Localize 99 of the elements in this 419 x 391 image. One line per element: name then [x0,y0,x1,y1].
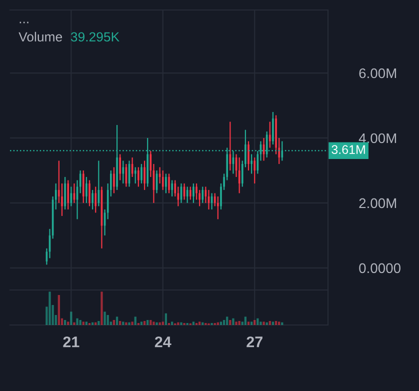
candlestick [165,173,167,194]
bar [54,315,57,325]
bar [152,322,155,325]
y-tick-label: 4.00M [358,133,396,144]
bar [48,292,51,325]
candlestick [168,173,170,194]
bar [76,318,78,325]
bar [110,322,112,325]
bar [112,320,116,325]
bar [82,322,84,325]
bar [268,321,271,325]
candlestick [229,121,232,172]
bar [106,315,109,325]
bar [46,306,48,325]
bar [156,322,158,325]
bar [143,321,146,325]
bar [229,320,232,325]
bar [116,316,118,325]
candlestick [248,140,250,172]
candlestick [140,163,142,184]
y-tick-label: 6.00M [359,68,396,78]
bar [70,312,72,325]
bar [260,322,262,325]
bar [278,322,280,325]
bar [222,320,226,325]
y-tick-label: 2.00M [359,198,396,208]
bar [128,322,130,325]
annotation: ... [20,22,28,24]
candlestick [272,111,274,146]
ref-line-label: 3.61M [332,145,365,154]
annotation: 39.295K [70,32,120,42]
y-tick-label: 0.0000 [359,263,400,274]
bar [272,322,274,325]
bar [256,318,259,325]
bar [247,322,250,325]
bar [85,322,88,325]
candlestick [134,166,136,184]
candlestick [162,170,164,191]
bar [125,322,128,325]
bar [262,322,265,325]
bar [241,322,244,325]
bar [131,322,134,325]
bar [235,322,238,325]
bar [140,322,143,325]
bar [244,316,247,325]
annotation: Volume [18,32,62,42]
candlestick [82,170,84,204]
candlestick [189,186,192,200]
bar [119,321,122,325]
candlestick [250,154,252,174]
candlestick [171,180,173,198]
candlestick [88,180,90,207]
bar [192,322,195,325]
candlestick [122,160,124,184]
candlestick [202,186,204,204]
bar [104,312,106,325]
bar [150,320,152,325]
candlestick [268,121,271,148]
bar [73,322,76,325]
bar [64,320,66,325]
x-tick-label: 27 [246,336,262,348]
bar [164,313,168,325]
candlestick [86,176,88,204]
bar [67,322,70,325]
bar [162,322,164,325]
candlestick [70,186,72,207]
candlestick [67,180,70,210]
x-tick-label: 24 [154,336,172,348]
bar [180,322,182,325]
bar [274,321,278,325]
candlestick [64,176,66,210]
candlestick [186,186,188,204]
bar [60,318,64,325]
bar [170,322,174,325]
bar [122,322,124,325]
candlestick [254,156,256,184]
candlestick [144,160,146,191]
candlestick [119,154,121,181]
x-tick-label: 21 [63,336,80,348]
bar [134,316,136,325]
bar [226,316,228,325]
bar [100,292,103,325]
bar [146,320,149,325]
bar [238,321,240,325]
bar [220,322,222,325]
bar [58,295,60,325]
candlestick [192,182,194,204]
bar [52,305,54,325]
candlestick [113,166,115,194]
candlestick [217,196,219,220]
candlestick [138,166,140,188]
bar [79,320,82,325]
bar [250,322,253,325]
bar [254,320,256,325]
candlestick [94,186,97,214]
candlestick [92,189,94,210]
bar [232,318,234,325]
bar [98,321,100,325]
bar [198,322,201,325]
